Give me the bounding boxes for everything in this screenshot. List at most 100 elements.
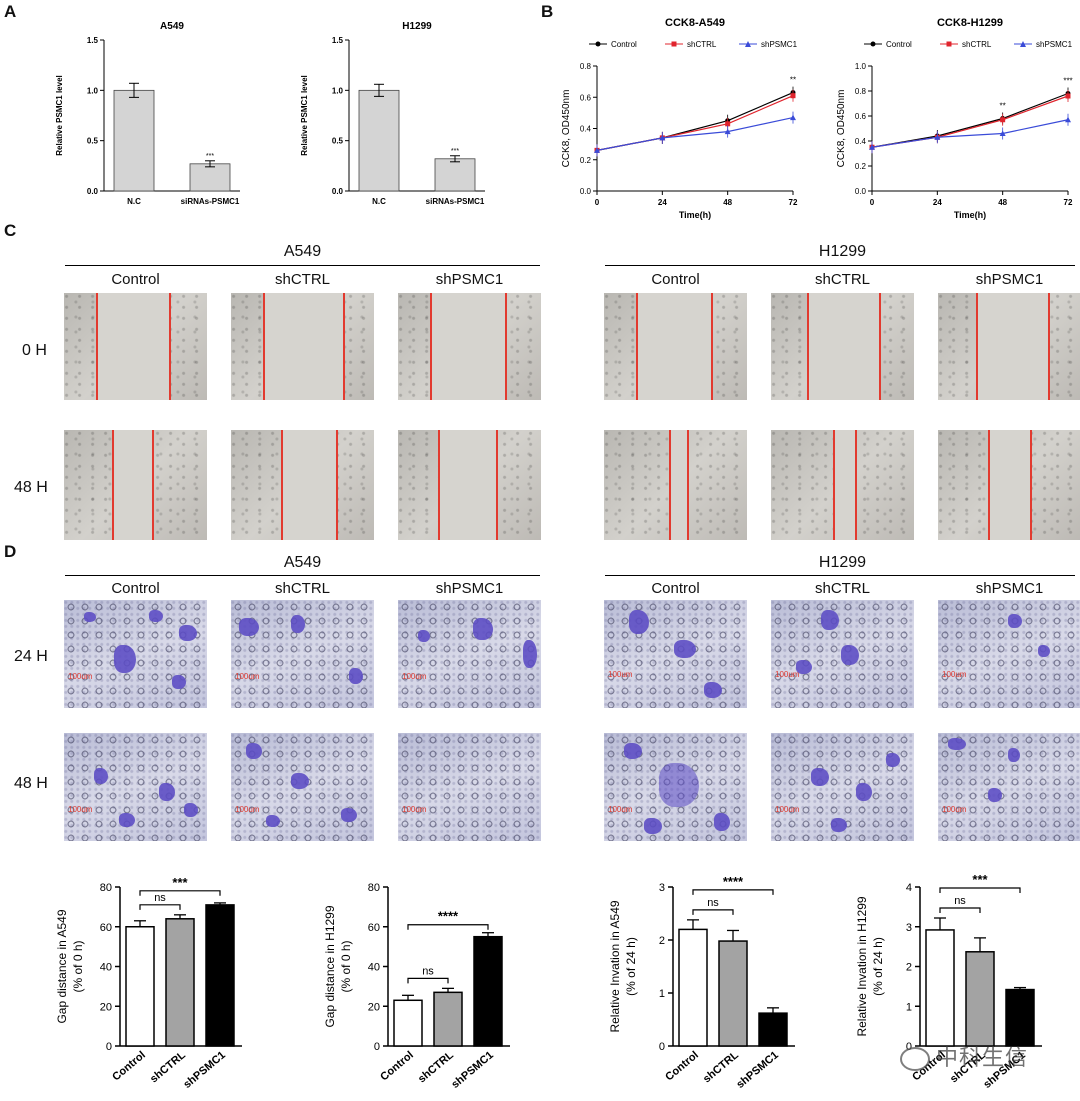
wound-image-h1299-control-48h: [604, 430, 747, 540]
scale-bar-label: 100um: [68, 805, 93, 814]
legend-label: shCTRL: [962, 40, 992, 49]
y-tick-label: 0.2: [855, 162, 867, 171]
chart-gap-distance-a549: 0 20 40 60 80 Gap distance in A549 (% of 0 h) C…: [55, 875, 242, 1091]
significance-bracket: [692, 889, 774, 895]
significance-bracket: [939, 887, 1021, 894]
c-group-control-h1299: Control: [651, 271, 700, 288]
bar: [205, 904, 235, 1047]
legend-marker: [745, 41, 751, 47]
y-tick-label: 0.6: [855, 112, 867, 121]
y-tick-label: 2: [659, 935, 665, 947]
wound-image-a549-shctrl-48h: [231, 430, 374, 540]
d-group-control-a549: Control: [111, 580, 160, 597]
wound-image-a549-control-48h: [64, 430, 207, 540]
chart-a549-psmc1-level: A549 0.0 0.5 1.0 1.5 Relative PSMC1 level N.C s…: [55, 21, 240, 206]
d-group-shpsmc1-a549: shPSMC1: [435, 580, 504, 597]
y-tick-label: 1.0: [87, 86, 99, 95]
significance-bracket: [139, 904, 181, 910]
d-group-shctrl-h1299: shCTRL: [814, 580, 870, 597]
significance-label: ****: [438, 909, 459, 924]
bar: [758, 1012, 788, 1047]
y-tick-label: 0.2: [580, 156, 592, 165]
x-tick-label: Control: [110, 1049, 148, 1083]
scale-bar-label: 100um: [942, 805, 967, 814]
transwell-image-h1299-shctrl-48h: 100um: [771, 733, 914, 841]
x-tick-label: 72: [789, 198, 798, 207]
significance-label: ns: [954, 895, 966, 907]
chart-title: A549: [160, 21, 184, 32]
d-group-shpsmc1-h1299: shPSMC1: [975, 580, 1044, 597]
c-header-a549: A549: [283, 243, 322, 260]
y-tick-label: 0.0: [855, 187, 867, 196]
x-tick-label: 24: [933, 198, 942, 207]
y-tick-label: 80: [368, 882, 380, 894]
bar: [393, 999, 423, 1047]
panel-label-b: B: [541, 2, 554, 21]
significance-label: ns: [422, 965, 434, 977]
y-tick-label: 0.5: [332, 137, 344, 146]
significance-bracket: [407, 924, 489, 930]
significance-bracket: [692, 909, 734, 915]
legend-marker: [1020, 41, 1026, 47]
bar: [434, 158, 476, 192]
x-tick-label: siRNAs-PSMC1: [181, 197, 240, 206]
significance-bracket: [139, 890, 221, 896]
transwell-image-a549-shctrl-48h: 100um: [231, 733, 374, 841]
x-tick-label: shPSMC1: [449, 1049, 496, 1091]
data-point: [1000, 117, 1006, 123]
y-tick-label: 0.4: [580, 125, 592, 134]
significance-label: **: [1000, 102, 1006, 111]
y-axis-label-unit: (% of 0 h): [339, 940, 353, 992]
legend-label: shPSMC1: [761, 40, 798, 49]
y-tick-label: 0.0: [87, 187, 99, 196]
chart-invasion-h1299: 0 1 2 3 4 Relative Invation in H1299 (% of 24 …: [855, 872, 1042, 1091]
x-tick-label: 24: [658, 198, 667, 207]
data-point: [1065, 116, 1071, 123]
legend-marker: [595, 41, 601, 47]
y-tick-label: 60: [368, 922, 380, 934]
y-tick-label: 1.5: [87, 36, 99, 45]
data-point: [869, 144, 875, 150]
y-axis-label: CCK8, OD450nm: [836, 90, 847, 168]
c-row-48h: 48 H: [14, 479, 48, 496]
scale-bar-label: 100um: [608, 670, 633, 679]
d-row-48h: 48 H: [14, 775, 48, 792]
y-tick-label: 20: [100, 1001, 112, 1013]
panel-label-d: D: [4, 542, 17, 561]
wound-image-h1299-shctrl-0h: [771, 293, 914, 400]
significance-label: ***: [451, 148, 459, 155]
x-tick-label: N.C: [372, 197, 386, 206]
legend-label: shCTRL: [687, 40, 717, 49]
d-group-shctrl-a549: shCTRL: [274, 580, 330, 597]
wound-image-a549-shpsmc1-48h: [398, 430, 541, 540]
chart-title: CCK8-H1299: [937, 17, 1003, 29]
x-tick-label: Control: [378, 1049, 416, 1083]
c-group-shctrl-h1299: shCTRL: [814, 271, 870, 288]
y-tick-label: 1.0: [855, 62, 867, 71]
scale-bar-label: 100um: [608, 805, 633, 814]
legend-marker: [946, 41, 952, 47]
bar: [1005, 988, 1035, 1047]
legend-marker: [870, 41, 876, 47]
y-axis-label: Relative PSMC1 level: [55, 75, 64, 155]
bar: [965, 951, 995, 1047]
c-group-control-a549: Control: [111, 271, 160, 288]
series-line-shPSMC1: [871, 119, 1069, 148]
y-tick-label: 3: [906, 922, 912, 934]
legend-label: Control: [611, 40, 637, 49]
x-tick-label: Control: [663, 1049, 701, 1083]
c-group-shpsmc1-a549: shPSMC1: [435, 271, 504, 288]
x-tick-label: 0: [870, 198, 875, 207]
bar: [165, 918, 195, 1047]
data-point: [594, 147, 600, 153]
d-row-24h: 24 H: [14, 648, 48, 665]
y-axis-label: Relative PSMC1 level: [300, 75, 309, 155]
y-tick-label: 1.0: [332, 86, 344, 95]
y-tick-label: 1: [906, 1001, 912, 1013]
bar: [678, 928, 708, 1047]
y-tick-label: 2: [906, 962, 912, 974]
bar: [189, 163, 231, 192]
series-line-shPSMC1: [596, 116, 794, 151]
y-tick-label: 0.8: [580, 62, 592, 71]
y-tick-label: 40: [100, 962, 112, 974]
